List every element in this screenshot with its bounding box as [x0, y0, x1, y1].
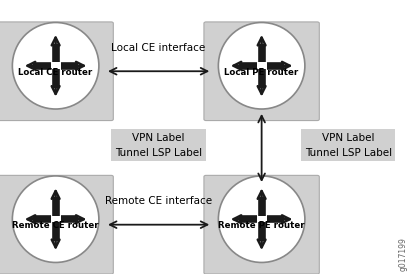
Ellipse shape — [218, 22, 305, 109]
FancyBboxPatch shape — [204, 175, 319, 274]
Text: Remote CE interface: Remote CE interface — [105, 196, 212, 206]
FancyBboxPatch shape — [204, 22, 319, 121]
Text: g017199: g017199 — [399, 237, 408, 271]
Text: Remote PE router: Remote PE router — [218, 221, 305, 230]
Ellipse shape — [12, 176, 99, 262]
FancyBboxPatch shape — [0, 175, 113, 274]
Text: Remote CE router: Remote CE router — [12, 221, 99, 230]
Text: VPN Label
Tunnel LSP Label: VPN Label Tunnel LSP Label — [115, 133, 202, 158]
Text: Local CE router: Local CE router — [19, 68, 93, 77]
Text: Local PE router: Local PE router — [225, 68, 299, 77]
Ellipse shape — [218, 176, 305, 262]
Ellipse shape — [12, 22, 99, 109]
FancyBboxPatch shape — [0, 22, 113, 121]
Text: Local CE interface: Local CE interface — [112, 43, 206, 53]
Text: VPN Label
Tunnel LSP Label: VPN Label Tunnel LSP Label — [304, 133, 392, 158]
